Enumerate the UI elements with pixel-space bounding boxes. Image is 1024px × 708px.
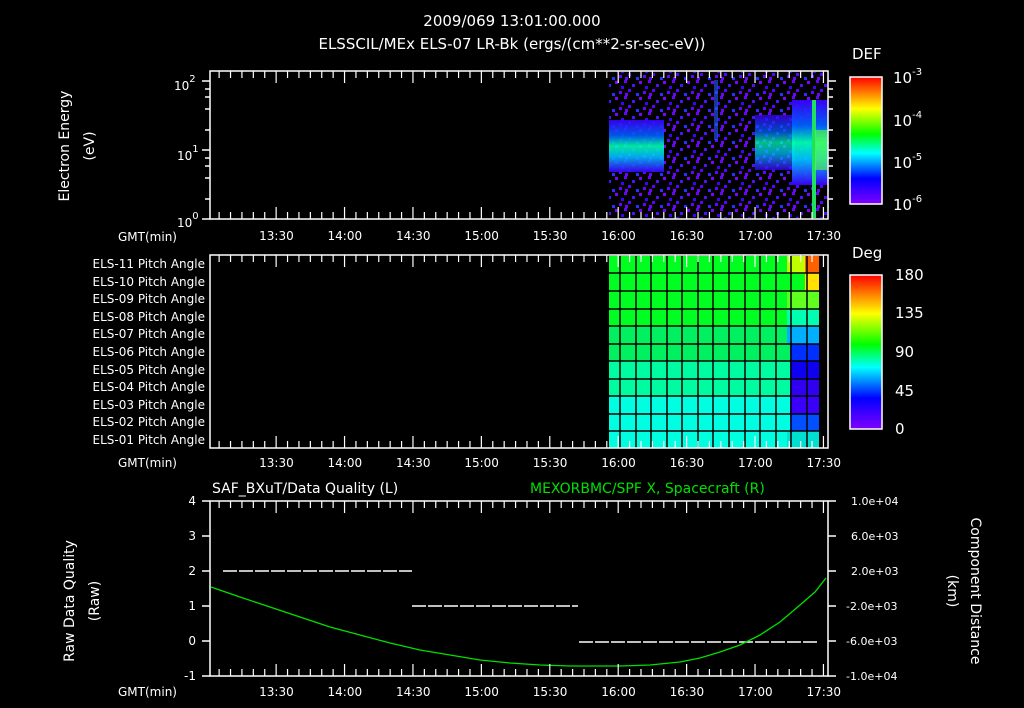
chart-title: ELSSCIL/MEx ELS-07 LR-Bk (ergs/(cm**2-sr… [318,35,706,53]
def-colorbar-tick: 10-5 [893,152,923,172]
pitch-angle-row-label: ELS-09 Pitch Angle [92,292,205,307]
panel3-ylabel-right: Component Distance [967,517,983,665]
panel3-ytick-left: 0 [188,634,196,648]
energy-spectrogram [609,72,829,218]
pitch-angle-row-label: ELS-11 Pitch Angle [92,257,205,271]
x-tick-label: 16:00 [601,685,636,699]
panel1-ytick-10: 101 [177,144,199,163]
x-tick-label: 14:00 [327,229,363,243]
deg-colorbar-tick: 135 [895,304,924,322]
panel3-ytick-right: 6.0e+03 [851,530,899,543]
pitch-angle-row-label: ELS-01 Pitch Angle [92,433,205,447]
deg-colorbar-tick: 0 [895,420,905,438]
data-quality-series [223,570,817,643]
panel3-ytick-left: 1 [188,599,196,613]
def-colorbar-tick: 10-6 [893,194,923,214]
deg-colorbar-tick: 45 [895,382,915,400]
x-tick-label: 17:00 [738,229,773,243]
pitch-angle-row-label: ELS-04 Pitch Angle [92,380,205,395]
panel3-ytick-right: -6.0e+03 [846,635,898,648]
deg-colorbar-label: Deg [852,244,883,262]
panel3-ytick-left: 2 [188,564,196,578]
panel1-ytick-1: 100 [177,211,199,230]
x-tick-label: 14:30 [395,685,431,699]
x-tick-label: 13:30 [259,456,294,470]
x-tick-label: 14:30 [395,456,431,470]
panel3-yunits-right: (km) [944,574,960,608]
panel3-ytick-left: 3 [188,529,196,543]
pitch-angle-row-label: ELS-05 Pitch Angle [92,362,205,377]
x-tick-label: 15:00 [464,685,499,699]
panel1-xlabel: GMT(min) [118,230,177,244]
x-tick-label: 17:30 [806,229,842,243]
panel3-left-title: SAF_BXuT/Data Quality (L) [212,481,399,497]
panel3-ytick-right: -2.0e+03 [846,600,898,613]
panel3-xlabel: GMT(min) [118,685,177,699]
x-tick-label: 15:00 [464,456,499,470]
x-tick-label: 15:30 [532,229,568,243]
pitch-angle-row-label: ELS-03 Pitch Angle [92,397,205,412]
x-tick-label: 16:30 [669,229,705,243]
spacecraft-x-series [210,577,827,667]
panel3-ytick-left: 4 [188,494,196,508]
deg-colorbar-tick: 90 [895,343,915,361]
x-tick-label: 13:30 [259,229,294,243]
pitch-angle-row-label: ELS-06 Pitch Angle [92,345,205,359]
panel3-ytick-right: 1.0e+04 [851,495,899,508]
x-tick-label: 16:30 [669,456,705,470]
chart-timestamp: 2009/069 13:01:00.000 [423,12,601,30]
def-colorbar-label: DEF [852,45,882,63]
panel1-yunits: (eV) [82,131,98,161]
pitch-angle-row-label: ELS-02 Pitch Angle [92,415,205,430]
pitch-angle-row-label: ELS-10 Pitch Angle [92,274,205,289]
panel1-ytick-100: 102 [174,74,196,93]
x-tick-label: 17:30 [806,456,842,470]
x-tick-label: 17:00 [738,685,773,699]
x-tick-label: 17:30 [806,685,842,699]
x-tick-label: 16:30 [669,685,705,699]
x-tick-label: 15:00 [464,229,499,243]
x-tick-label: 15:30 [532,456,568,470]
panel3-yunits-left: (Raw) [87,580,103,622]
panel3-ytick-left: -1 [184,669,196,683]
deg-colorbar-tick: 180 [895,266,924,284]
x-tick-label: 14:00 [327,456,363,470]
x-tick-label: 13:30 [259,685,294,699]
pitch-angle-row-label: ELS-08 Pitch Angle [92,309,205,324]
panel3-ytick-right: -1.0e+04 [846,670,898,683]
x-tick-label: 14:30 [395,229,431,243]
panel3-ytick-right: 2.0e+03 [851,565,899,578]
panel1-ylabel: Electron Energy [57,90,73,202]
panel3-ylabel-left: Raw Data Quality [62,540,78,662]
x-tick-label: 14:00 [327,685,363,699]
pitch-angle-grid [609,256,819,448]
x-tick-label: 16:00 [601,456,636,470]
x-tick-label: 17:00 [738,456,773,470]
x-tick-label: 15:30 [532,685,568,699]
def-colorbar-tick: 10-3 [893,67,923,87]
panel3-right-title: MEXORBMC/SPF X, Spacecraft (R) [530,481,765,497]
def-colorbar-tick: 10-4 [893,110,923,130]
x-tick-label: 16:00 [601,229,636,243]
pitch-angle-row-label: ELS-07 Pitch Angle [92,327,205,342]
panel2-xlabel: GMT(min) [118,456,177,470]
